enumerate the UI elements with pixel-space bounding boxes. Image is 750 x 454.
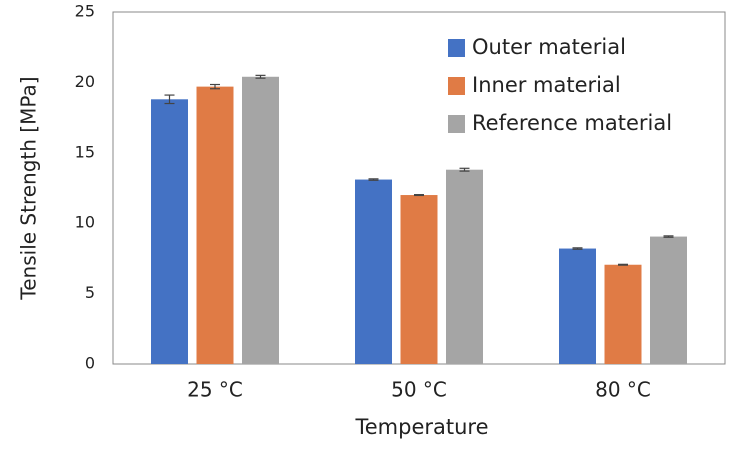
y-tick-label: 0 [85, 354, 95, 373]
y-tick-label: 20 [75, 72, 95, 91]
x-tick-label: 25 °C [187, 378, 243, 402]
bar [355, 179, 392, 364]
bar [446, 169, 483, 364]
bar [151, 99, 188, 365]
x-axis-label: Temperature [354, 415, 488, 439]
legend-label: Inner material [472, 73, 621, 97]
y-tick-label: 5 [85, 283, 95, 302]
legend-label: Outer material [472, 35, 626, 59]
y-axis-label: Tensile Strength [MPa] [17, 76, 41, 300]
bar [400, 195, 438, 364]
bar [650, 236, 687, 364]
legend-label: Reference material [472, 111, 672, 135]
bar [559, 248, 596, 364]
x-tick-label: 50 °C [391, 378, 447, 402]
legend-swatch [448, 115, 465, 133]
y-tick-label: 10 [75, 213, 95, 232]
bar [242, 76, 279, 364]
y-tick-label: 25 [75, 2, 95, 21]
bar [604, 264, 642, 364]
bar [196, 86, 234, 365]
legend-swatch [448, 77, 465, 95]
legend-swatch [448, 39, 465, 57]
y-tick-label: 15 [75, 142, 95, 161]
x-tick-label: 80 °C [595, 378, 651, 402]
